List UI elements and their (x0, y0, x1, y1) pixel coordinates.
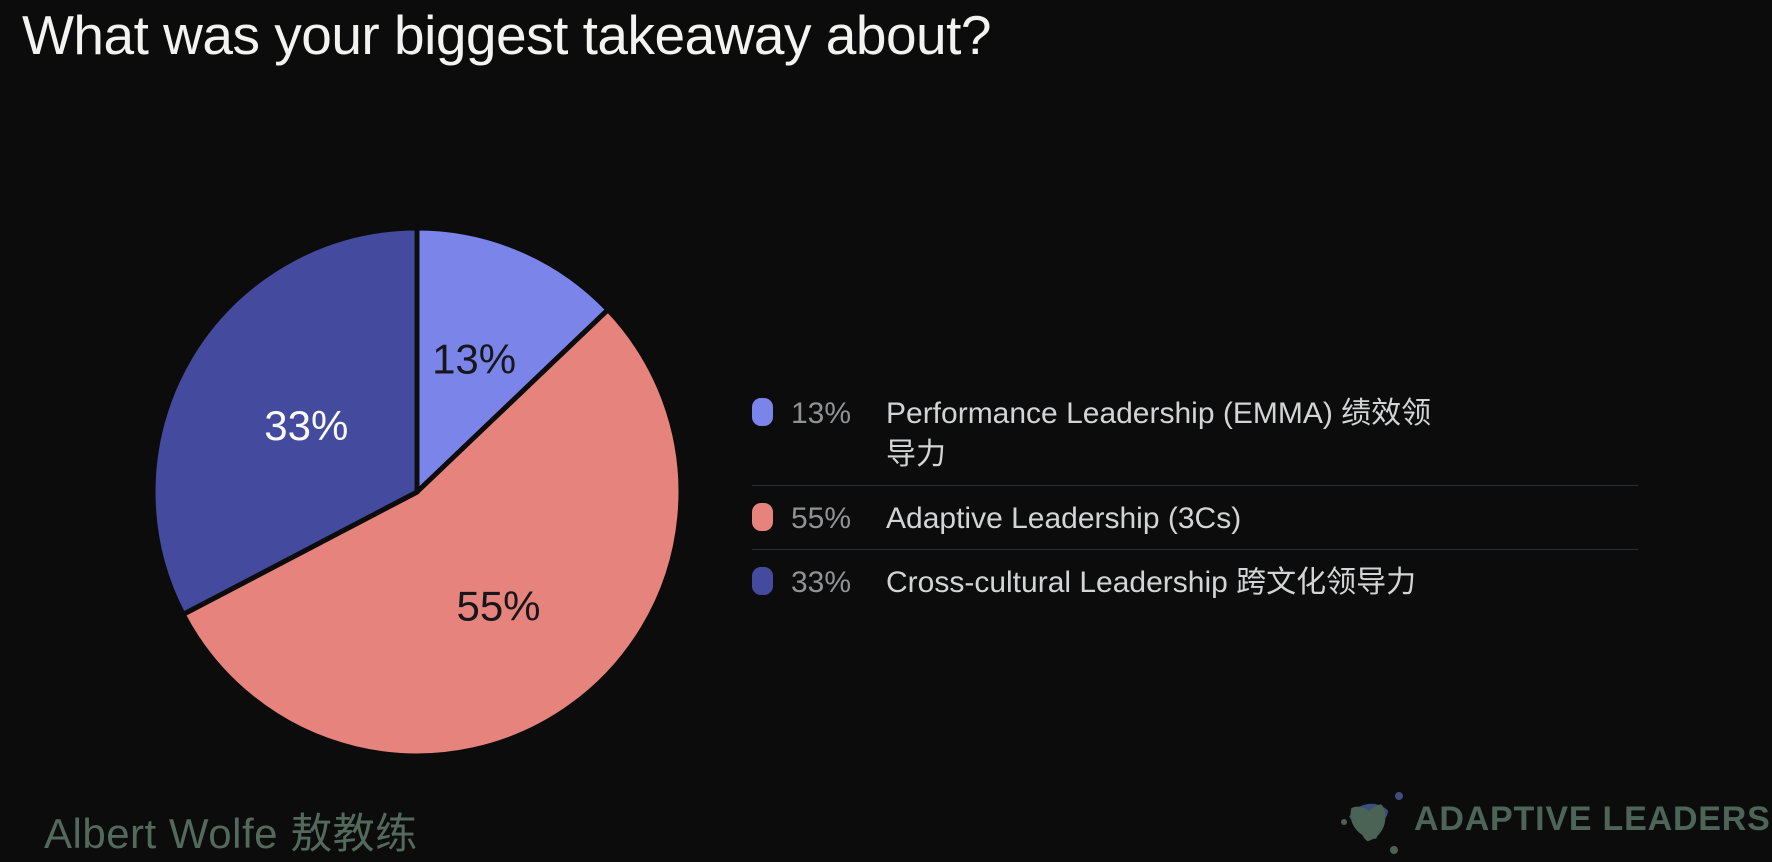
presenter-name: Albert Wolfe 敖教练 (44, 810, 418, 857)
chart-legend: 13% Performance Leadership (EMMA) 绩效领 导力… (752, 381, 1638, 613)
legend-swatch (752, 398, 773, 426)
pie-chart: 13% 55% 33% (147, 222, 687, 762)
legend-row: 55% Adaptive Leadership (3Cs) (752, 486, 1638, 550)
legend-swatch (752, 567, 773, 595)
brand-logo: ADAPTIVE LEADERS (1336, 783, 1771, 855)
legend-row: 13% Performance Leadership (EMMA) 绩效领 导力 (752, 381, 1638, 486)
pie-slice (150, 225, 420, 617)
legend-row: 33% Cross-cultural Leadership 跨文化领导力 (752, 550, 1638, 613)
adaptive-leaders-icon (1341, 792, 1403, 854)
legend-percent: 33% (791, 566, 852, 599)
legend-label: Adaptive Leadership (3Cs) (886, 502, 1242, 535)
legend-swatch (752, 503, 773, 531)
legend-percent: 55% (791, 502, 852, 535)
pie-value-label: 13% (432, 336, 516, 383)
pie-slice (414, 225, 611, 495)
page-title: What was your biggest takeaway about? (22, 4, 992, 66)
pie-chart-svg: 13% 55% 33% (150, 225, 684, 759)
legend-label: Cross-cultural Leadership 跨文化领导力 (886, 566, 1417, 599)
brand-name: ADAPTIVE LEADERS (1414, 799, 1771, 838)
legend-percent: 13% (791, 397, 852, 430)
legend-label: Performance Leadership (EMMA) 绩效领 导力 (886, 397, 1432, 471)
pie-value-label: 33% (264, 402, 348, 449)
pie-value-label: 55% (456, 583, 540, 630)
pie-slice (180, 307, 684, 759)
